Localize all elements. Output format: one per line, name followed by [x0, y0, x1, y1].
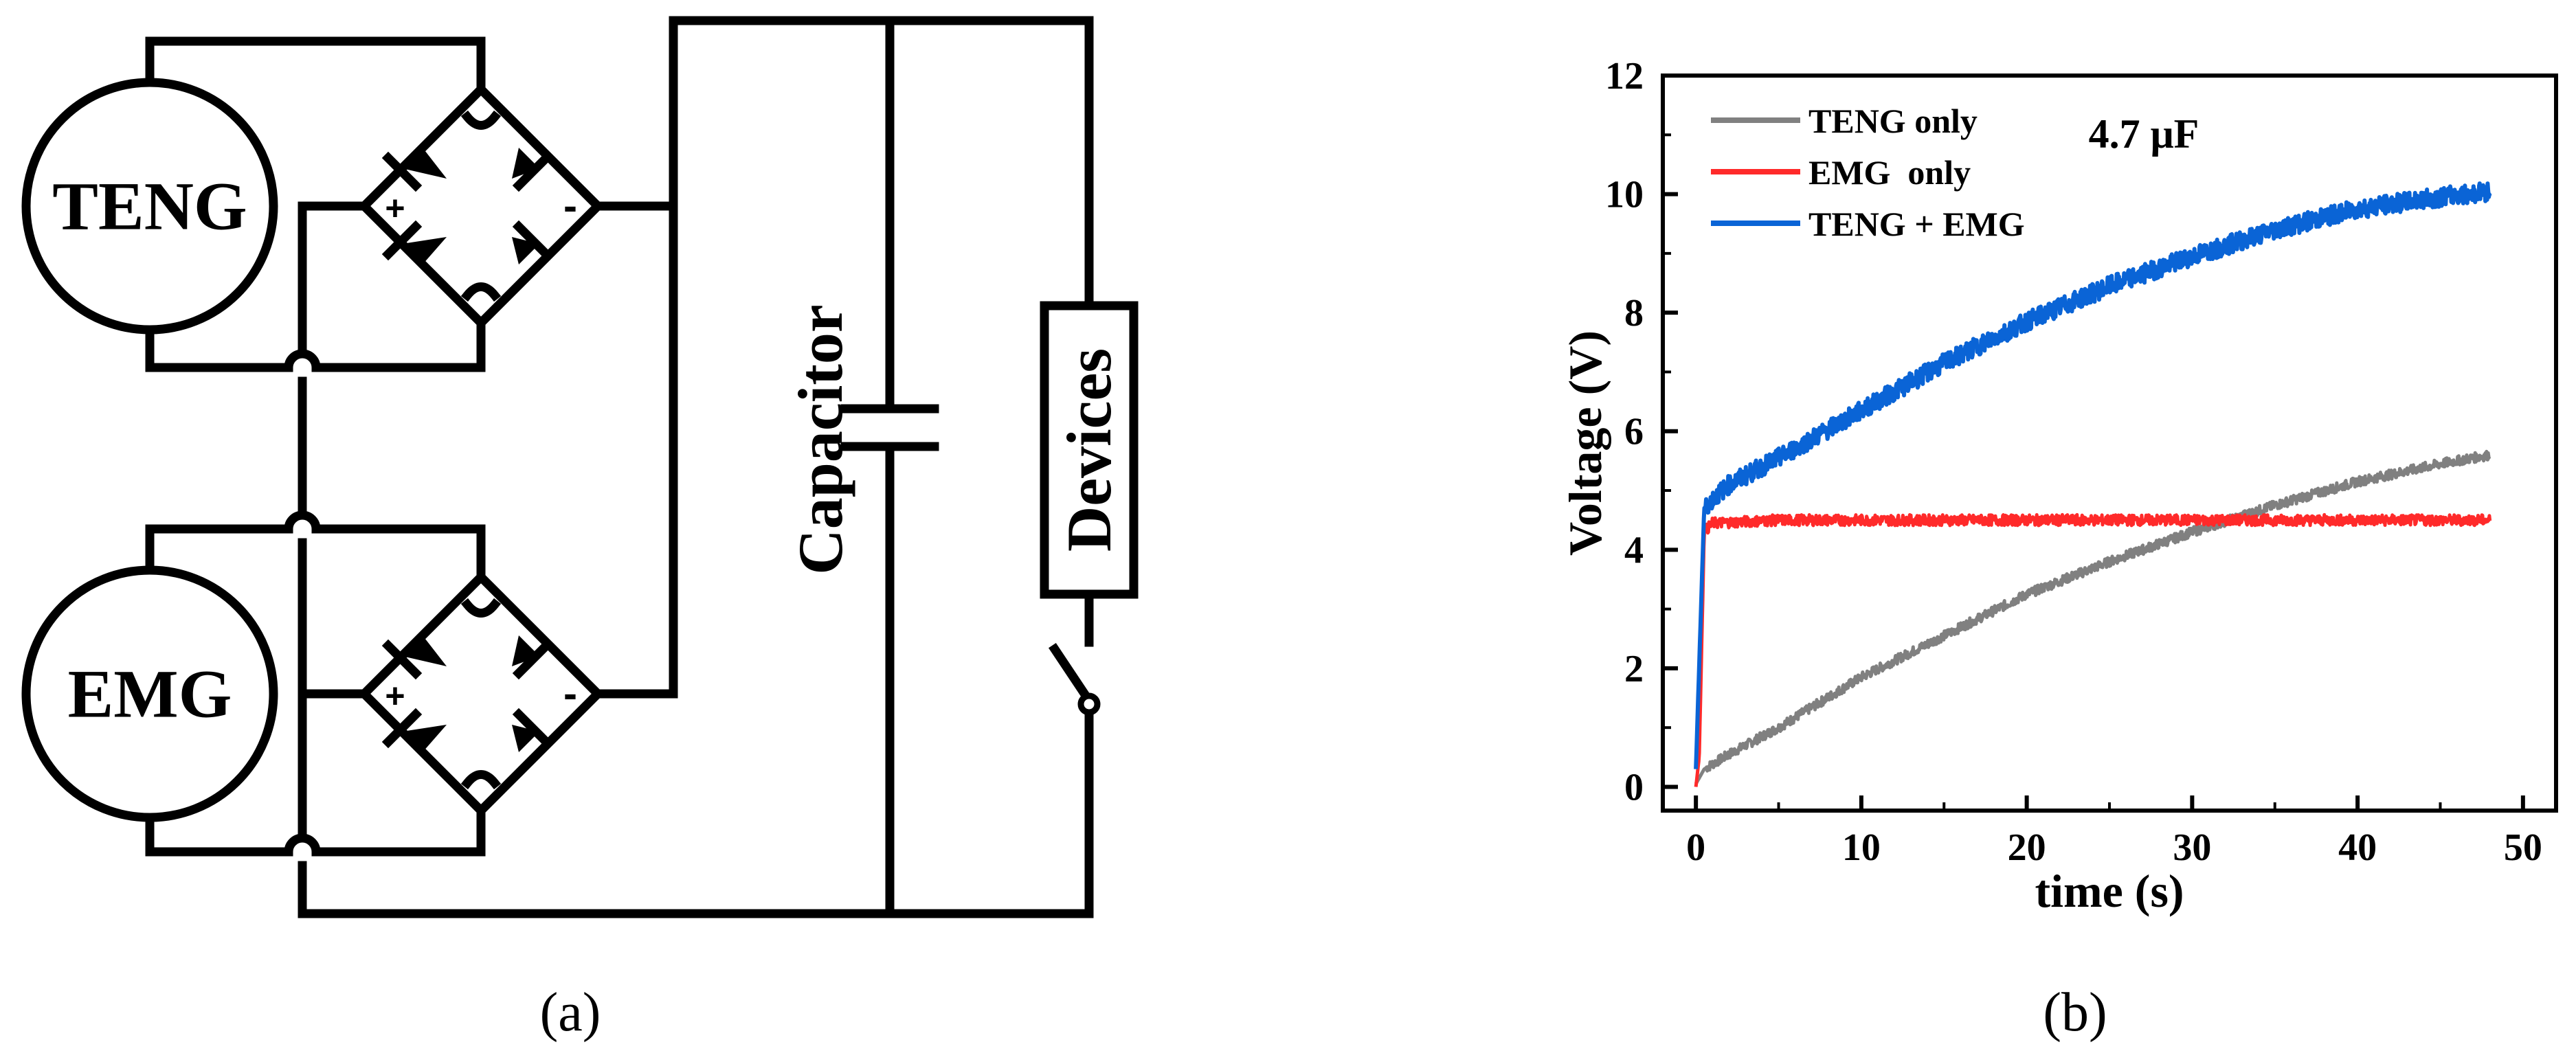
diode-icon [402, 237, 447, 264]
bottom-bus [298, 699, 1094, 918]
capacitance-annotation: 4.7 μF [2089, 111, 2199, 157]
minus-sign: - [563, 183, 577, 229]
x-tick-label: 20 [2008, 826, 2046, 869]
diode-bar [381, 220, 423, 261]
diode-bar [512, 220, 553, 261]
emg-label: EMG [68, 656, 232, 732]
x-tick-label: 10 [1842, 826, 1881, 869]
legend-label: EMG only [1808, 153, 1971, 192]
y-tick-label: 2 [1624, 648, 1644, 690]
diode-bar [512, 639, 553, 680]
teng-bottom-wire-left [145, 325, 293, 372]
switch-icon [1048, 642, 1096, 708]
voltage-chart: 0 10 20 30 40 50 0 2 4 6 8 10 12 time (s) Voltage (V… [1559, 55, 2558, 1043]
bridge-loop [460, 598, 502, 618]
x-tick-label: 50 [2504, 826, 2542, 869]
y-tick-label: 10 [1605, 174, 1644, 216]
bridge-loop [460, 770, 502, 790]
panel-a-caption: (a) [540, 982, 601, 1043]
teng-top-wire [145, 36, 486, 94]
x-axis-label: time (s) [2035, 865, 2184, 917]
x-tick-label: 30 [2173, 826, 2211, 869]
bridge-loop [460, 282, 502, 302]
series-line-3 [1694, 181, 2492, 769]
diode-icon [402, 725, 447, 752]
legend-label: TENG only [1808, 102, 1978, 140]
circuit-diagram: TENG + - EMG [21, 16, 1139, 1043]
bridge-loop [460, 110, 502, 130]
plus-sign: + [385, 189, 405, 227]
series-line-2 [1694, 512, 2492, 787]
emg-bottom-wire-left [145, 813, 293, 857]
capacitor-label: Capacitor [785, 304, 855, 574]
y-tick-label: 6 [1624, 411, 1644, 453]
legend: TENG only EMG only TENG + EMG [1711, 102, 2025, 243]
y-tick-label: 4 [1624, 529, 1644, 572]
legend-label: TENG + EMG [1808, 205, 2025, 243]
minus-sign: - [563, 670, 577, 716]
y-tick-label: 12 [1605, 55, 1644, 98]
diode-bar [512, 151, 553, 192]
teng-bottom-wire-right [311, 318, 486, 372]
series-layer [1694, 181, 2492, 787]
x-tick-label: 40 [2338, 826, 2377, 869]
top-bus [669, 16, 1094, 310]
y-tick-label: 0 [1624, 766, 1644, 809]
diode-icon [402, 635, 447, 666]
emg-bottom-wire-right [311, 806, 486, 857]
diode-bar [381, 639, 423, 680]
series-line-1 [1694, 449, 2491, 785]
y-tick-label: 8 [1624, 292, 1644, 335]
x-tick-label: 0 [1686, 826, 1705, 869]
emg-top-wire-right [311, 524, 486, 582]
y-axis-label: Voltage (V) [1559, 330, 1611, 556]
diode-bar [381, 708, 423, 749]
teng-label: TENG [52, 168, 247, 245]
device-box [1040, 301, 1139, 599]
plus-sign: + [385, 677, 405, 715]
diode-icon [402, 148, 447, 179]
diode-bar [512, 708, 553, 749]
panel-b-caption: (b) [2043, 982, 2107, 1043]
tick-layer: 0 10 20 30 40 50 0 2 4 6 8 10 12 [1605, 55, 2542, 869]
devices-label: Devices [1054, 348, 1124, 552]
switch-contact [1077, 692, 1101, 716]
diode-bar [381, 151, 423, 192]
emg-top-wire-left [145, 524, 293, 575]
